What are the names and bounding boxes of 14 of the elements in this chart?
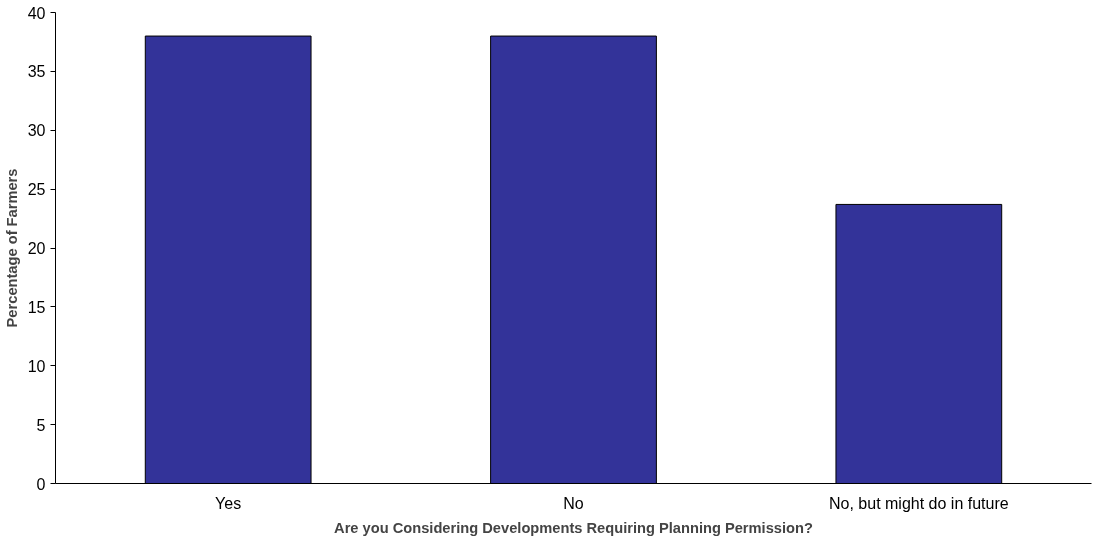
x-tick-label: No (563, 494, 584, 512)
x-tick-label: Yes (215, 494, 242, 512)
y-tick-label: 20 (27, 240, 46, 257)
y-axis-title: Percentage of Farmers (3, 168, 20, 328)
y-tick-label: 5 (36, 416, 46, 434)
y-tick-label: 40 (27, 4, 46, 22)
y-tick-label: 0 (36, 475, 46, 493)
x-tick-label: No, but might do in future (829, 494, 1009, 512)
x-axis-title: Are you Considering Developments Requiring Planning Permission? (334, 519, 813, 536)
y-tick-label: 10 (27, 357, 46, 375)
y-tick-label: 30 (27, 122, 46, 140)
y-tick-label: 35 (27, 63, 46, 81)
y-tick-label: 25 (27, 181, 46, 199)
y-tick-label: 15 (27, 298, 46, 316)
